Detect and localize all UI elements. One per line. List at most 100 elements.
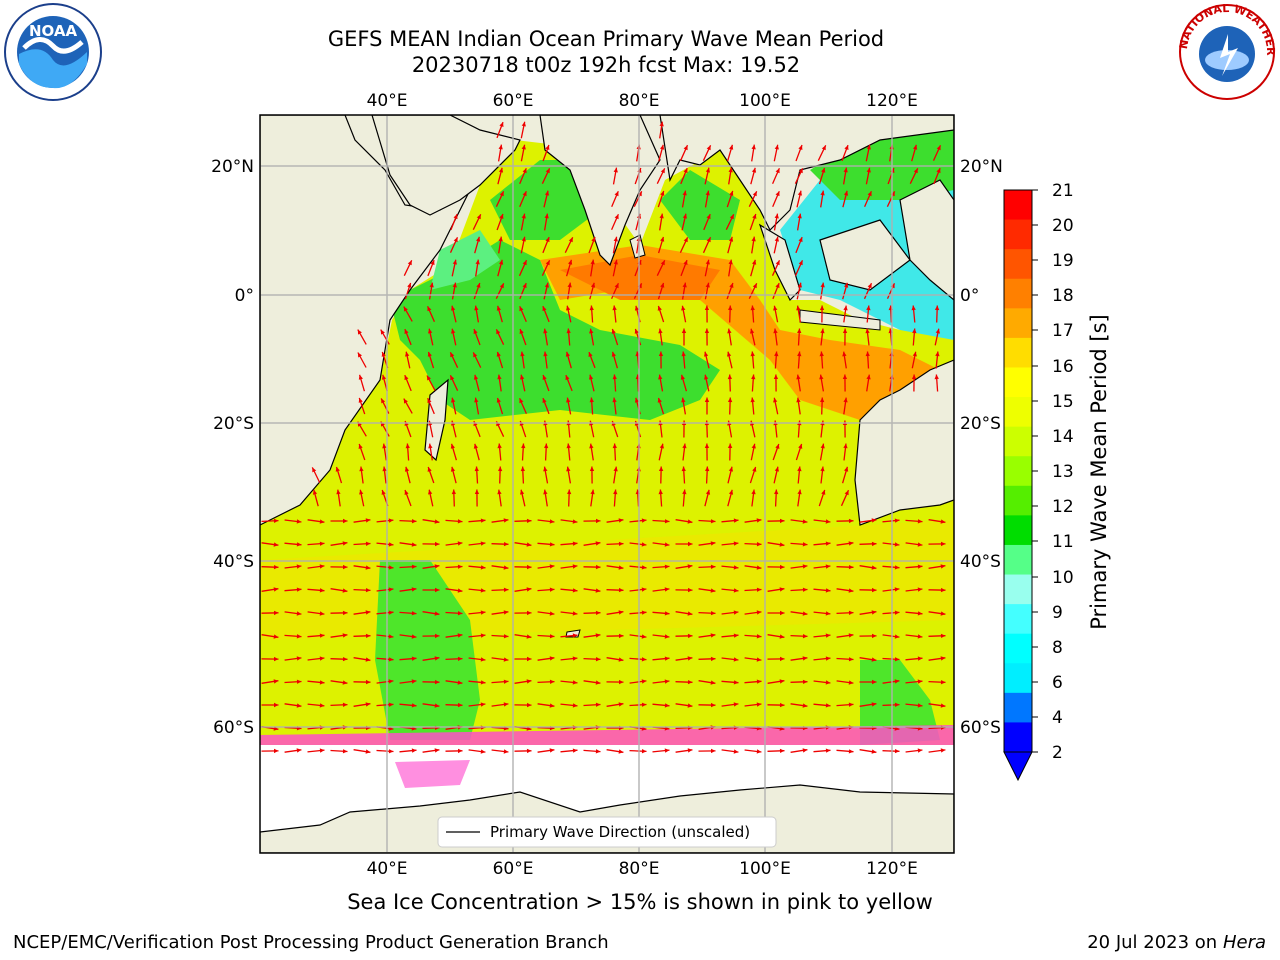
wave-arrow-head xyxy=(614,214,619,220)
wave-arrow-head xyxy=(756,518,762,523)
wave-arrow-head xyxy=(683,145,688,151)
map-legend: Primary Wave Direction (unscaled) xyxy=(437,816,777,848)
wave-arrow-head xyxy=(567,282,572,288)
wave-arrow-head xyxy=(917,587,923,592)
wave-arrow-head xyxy=(273,542,279,547)
wave-arrow-head xyxy=(660,282,665,288)
wave-arrow-head xyxy=(365,565,371,570)
wave-arrow-head xyxy=(388,702,394,707)
wave-arrow-head xyxy=(681,466,686,472)
wave-arrow-head xyxy=(756,587,762,592)
wave-arrow-head xyxy=(729,190,734,196)
colorbar-swatch xyxy=(1004,397,1032,428)
wave-arrow-head xyxy=(774,236,779,242)
wave-arrow-head xyxy=(474,489,480,494)
wave-arrow-head xyxy=(526,518,532,523)
wave-arrow-head xyxy=(750,328,755,334)
wave-arrow-head xyxy=(751,144,756,150)
southern-low-area xyxy=(375,560,480,740)
wave-arrow-head xyxy=(411,634,417,639)
lon-label: 40°E xyxy=(367,859,408,879)
wave-arrow-head xyxy=(917,611,923,616)
wave-arrow-head xyxy=(404,375,409,381)
wave-arrow-head xyxy=(872,633,877,639)
colorbar-tick: 11 xyxy=(1052,532,1074,552)
wave-arrow-head xyxy=(453,214,458,220)
wave-arrow-head xyxy=(273,518,279,523)
wave-arrow-head xyxy=(658,351,664,356)
wave-arrow-head xyxy=(848,749,854,754)
wave-arrow-head xyxy=(403,398,408,404)
wave-arrow-head xyxy=(704,351,709,357)
wave-arrow-head xyxy=(496,305,501,311)
wave-arrow-head xyxy=(618,702,624,707)
wave-arrow-head xyxy=(342,680,348,685)
wave-arrow-head xyxy=(274,610,279,616)
colorbar-swatch xyxy=(1004,692,1032,724)
borneo xyxy=(819,219,911,291)
wave-arrow-head xyxy=(752,214,757,219)
wave-arrow-head xyxy=(434,564,440,569)
wave-arrow-head xyxy=(450,352,455,358)
wave-arrow-head xyxy=(871,541,877,547)
wave-arrow-head xyxy=(451,305,456,311)
wave-arrow-head xyxy=(728,167,733,173)
wave-arrow-head xyxy=(405,351,410,357)
wave-arrow-head xyxy=(474,397,479,403)
wave-arrow-head xyxy=(452,282,457,288)
wave-arrow-head xyxy=(480,565,486,570)
wave-arrow-head xyxy=(595,749,601,754)
wave-arrow-head xyxy=(342,541,348,546)
wave-arrow-head xyxy=(705,190,710,196)
wave-arrow-head xyxy=(733,565,739,570)
wave-arrow-head xyxy=(474,466,479,472)
legend-label: Primary Wave Direction (unscaled) xyxy=(490,823,750,841)
wave-arrow-head xyxy=(820,466,825,472)
wave-arrow-head xyxy=(572,656,578,661)
wave-arrow-head xyxy=(430,260,435,266)
wave-arrow-head xyxy=(682,282,687,288)
wave-arrow-head xyxy=(733,749,739,754)
wave-arrow-head xyxy=(842,328,848,333)
wave-arrow-head xyxy=(825,633,831,638)
wave-arrow-head xyxy=(825,656,831,661)
wave-arrow-head xyxy=(473,329,478,334)
wave-arrow-head xyxy=(499,122,504,127)
wave-arrow-head xyxy=(365,702,371,707)
wave-arrow-head xyxy=(750,305,755,311)
wave-arrow-head xyxy=(687,633,693,639)
wave-arrow-head xyxy=(521,443,526,449)
wave-arrow-head xyxy=(798,237,803,243)
noaa-logo: NOAA xyxy=(4,3,102,101)
wave-arrow-head xyxy=(934,374,939,380)
wave-arrow-head xyxy=(917,656,923,661)
wave-arrow-head xyxy=(848,541,854,546)
wave-arrow-head xyxy=(613,236,618,242)
wave-arrow-head xyxy=(940,519,946,524)
wave-arrow-head xyxy=(544,190,550,196)
wave-arrow-head xyxy=(613,489,618,495)
wave-arrow-head xyxy=(591,237,596,242)
wave-arrow-head xyxy=(388,634,394,639)
wave-arrow-head xyxy=(848,633,854,638)
wave-arrow-head xyxy=(434,679,440,685)
wave-arrow-head xyxy=(411,748,417,753)
wave-arrow-head xyxy=(503,542,509,547)
wave-arrow-head xyxy=(404,466,410,472)
wave-arrow-head xyxy=(641,587,647,592)
wave-arrow-head xyxy=(727,397,733,403)
wave-arrow-head xyxy=(544,213,549,219)
wave-arrow-head xyxy=(588,352,593,357)
wave-arrow-head xyxy=(274,656,279,662)
wave-arrow-head xyxy=(480,518,486,523)
wave-arrow-head xyxy=(480,541,486,546)
wave-arrow-head xyxy=(871,702,877,707)
wave-arrow-head xyxy=(802,564,808,569)
wave-arrow-head xyxy=(296,611,302,616)
colorbar-tick: 16 xyxy=(1052,357,1074,377)
wave-arrow-head xyxy=(496,351,501,357)
lat-label: 40°S xyxy=(213,552,254,572)
wave-arrow-head xyxy=(774,213,779,219)
wave-arrow-head xyxy=(480,749,486,754)
wave-arrow-head xyxy=(296,703,302,708)
